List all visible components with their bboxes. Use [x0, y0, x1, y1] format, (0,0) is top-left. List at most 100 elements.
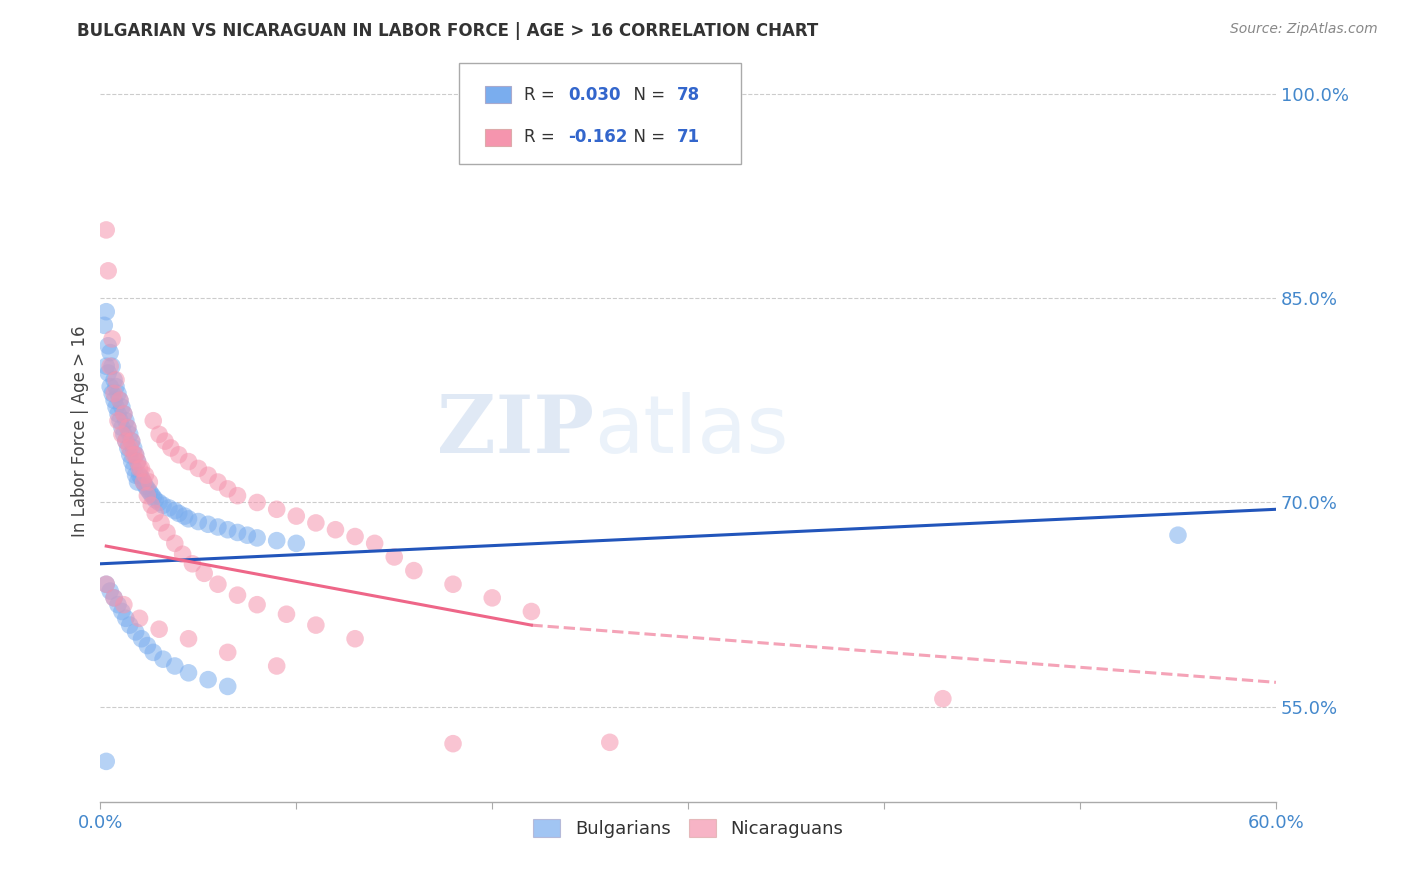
- Point: [344, 530, 367, 544]
- Text: 78: 78: [676, 86, 700, 103]
- Point: [141, 498, 163, 512]
- Point: [101, 332, 124, 346]
- Point: [101, 386, 124, 401]
- Point: [441, 737, 464, 751]
- Point: [177, 665, 200, 680]
- Point: [132, 475, 155, 489]
- Point: [127, 475, 149, 489]
- Point: [207, 520, 229, 534]
- Point: [114, 611, 136, 625]
- Point: [107, 386, 129, 401]
- Point: [128, 461, 150, 475]
- Point: [103, 393, 125, 408]
- Point: [363, 536, 385, 550]
- FancyBboxPatch shape: [485, 129, 510, 145]
- Point: [112, 407, 135, 421]
- Point: [138, 484, 160, 499]
- Point: [111, 400, 134, 414]
- Point: [325, 523, 347, 537]
- Point: [121, 434, 143, 449]
- Point: [152, 652, 174, 666]
- Point: [108, 393, 131, 408]
- Point: [124, 624, 146, 639]
- Point: [108, 393, 131, 408]
- Point: [138, 475, 160, 489]
- Text: BULGARIAN VS NICARAGUAN IN LABOR FORCE | AGE > 16 CORRELATION CHART: BULGARIAN VS NICARAGUAN IN LABOR FORCE |…: [77, 22, 818, 40]
- Point: [207, 577, 229, 591]
- Point: [172, 547, 194, 561]
- Point: [131, 471, 153, 485]
- Point: [117, 441, 139, 455]
- Point: [98, 359, 121, 374]
- Point: [181, 557, 204, 571]
- Point: [136, 489, 159, 503]
- Point: [124, 448, 146, 462]
- Point: [305, 516, 328, 530]
- Point: [122, 461, 145, 475]
- Point: [105, 379, 128, 393]
- Point: [148, 427, 170, 442]
- Text: R =: R =: [523, 86, 560, 103]
- Point: [142, 414, 165, 428]
- Point: [207, 475, 229, 489]
- Point: [103, 386, 125, 401]
- Point: [127, 454, 149, 468]
- Point: [107, 407, 129, 421]
- Point: [122, 441, 145, 455]
- Point: [118, 427, 141, 442]
- Point: [305, 618, 328, 632]
- Point: [103, 591, 125, 605]
- Point: [111, 605, 134, 619]
- Text: atlas: atlas: [595, 392, 789, 470]
- Text: Source: ZipAtlas.com: Source: ZipAtlas.com: [1230, 22, 1378, 37]
- Point: [167, 448, 190, 462]
- Point: [246, 598, 269, 612]
- Point: [124, 468, 146, 483]
- Point: [105, 400, 128, 414]
- Point: [128, 611, 150, 625]
- Point: [160, 441, 183, 455]
- Point: [96, 359, 118, 374]
- Point: [197, 673, 219, 687]
- FancyBboxPatch shape: [458, 63, 741, 163]
- Text: -0.162: -0.162: [568, 128, 627, 146]
- Point: [121, 454, 143, 468]
- Point: [127, 454, 149, 468]
- Text: R =: R =: [523, 128, 560, 146]
- Point: [285, 536, 308, 550]
- Point: [98, 379, 121, 393]
- Point: [932, 691, 955, 706]
- Point: [520, 605, 543, 619]
- Point: [96, 577, 118, 591]
- Point: [141, 487, 163, 501]
- Point: [101, 359, 124, 374]
- Point: [276, 607, 298, 622]
- Point: [97, 366, 120, 380]
- Point: [142, 645, 165, 659]
- Point: [156, 525, 179, 540]
- Point: [118, 618, 141, 632]
- Point: [163, 503, 186, 517]
- Point: [481, 591, 503, 605]
- Point: [150, 516, 173, 530]
- Point: [217, 645, 239, 659]
- Point: [111, 420, 134, 434]
- Point: [157, 500, 180, 515]
- Point: [131, 461, 153, 475]
- Point: [217, 680, 239, 694]
- Point: [112, 598, 135, 612]
- Point: [136, 639, 159, 653]
- Point: [197, 517, 219, 532]
- Point: [599, 735, 621, 749]
- Point: [382, 549, 405, 564]
- Point: [285, 509, 308, 524]
- Point: [114, 434, 136, 449]
- Point: [344, 632, 367, 646]
- Point: [187, 515, 209, 529]
- Point: [114, 434, 136, 449]
- FancyBboxPatch shape: [485, 87, 510, 103]
- Point: [136, 482, 159, 496]
- Point: [143, 492, 166, 507]
- Point: [142, 490, 165, 504]
- Point: [96, 304, 118, 318]
